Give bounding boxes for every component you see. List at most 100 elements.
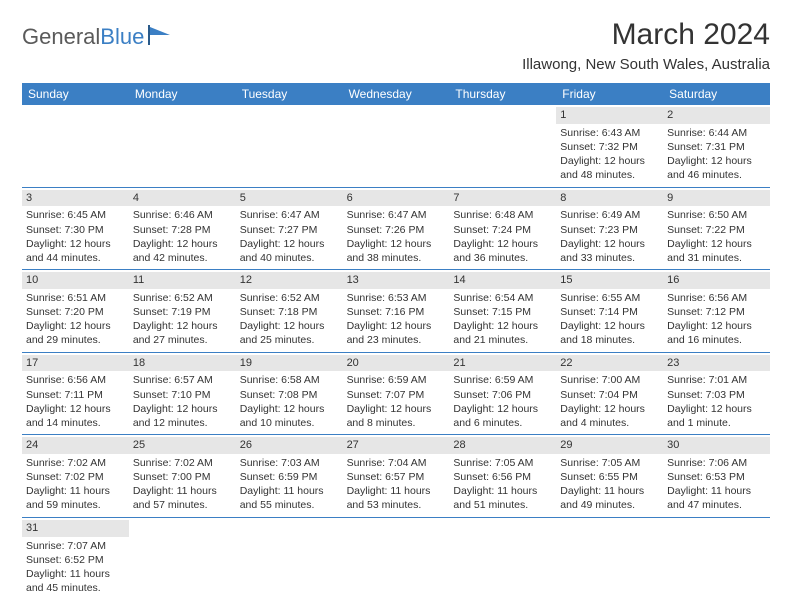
- sunrise-line: Sunrise: 7:02 AM: [133, 456, 232, 470]
- day-number-row: 10: [22, 272, 129, 289]
- sunset-line: Sunset: 7:10 PM: [133, 388, 232, 402]
- day-number-row: 17: [22, 355, 129, 372]
- sunset-line: Sunset: 7:18 PM: [240, 305, 339, 319]
- calendar-cell: [663, 518, 770, 600]
- day-number-row: 23: [663, 355, 770, 372]
- day-header-cell: Tuesday: [236, 83, 343, 105]
- day-number-row: 18: [129, 355, 236, 372]
- week-row: 24Sunrise: 7:02 AMSunset: 7:02 PMDayligh…: [22, 435, 770, 518]
- day-number-row: 16: [663, 272, 770, 289]
- sunrise-line: Sunrise: 6:57 AM: [133, 373, 232, 387]
- sunrise-line: Sunrise: 6:48 AM: [453, 208, 552, 222]
- daylight-line: Daylight: 12 hours and 38 minutes.: [347, 237, 446, 265]
- day-header-cell: Saturday: [663, 83, 770, 105]
- sunset-line: Sunset: 7:24 PM: [453, 223, 552, 237]
- day-number: 7: [453, 192, 459, 204]
- day-number-row: 19: [236, 355, 343, 372]
- day-number: 25: [133, 439, 145, 451]
- sunset-line: Sunset: 7:30 PM: [26, 223, 125, 237]
- day-header-cell: Sunday: [22, 83, 129, 105]
- day-number: 15: [560, 274, 572, 286]
- sunrise-line: Sunrise: 6:58 AM: [240, 373, 339, 387]
- day-number-row: 8: [556, 190, 663, 207]
- day-number: 9: [667, 192, 673, 204]
- sunset-line: Sunset: 7:32 PM: [560, 140, 659, 154]
- calendar-cell: [343, 518, 450, 600]
- sunrise-line: Sunrise: 6:52 AM: [240, 291, 339, 305]
- calendar-cell: 17Sunrise: 6:56 AMSunset: 7:11 PMDayligh…: [22, 353, 129, 435]
- sunset-line: Sunset: 7:03 PM: [667, 388, 766, 402]
- calendar-cell: 11Sunrise: 6:52 AMSunset: 7:19 PMDayligh…: [129, 270, 236, 352]
- sunset-line: Sunset: 7:20 PM: [26, 305, 125, 319]
- daylight-line: Daylight: 11 hours and 45 minutes.: [26, 567, 125, 595]
- daylight-line: Daylight: 11 hours and 53 minutes.: [347, 484, 446, 512]
- calendar-cell: 7Sunrise: 6:48 AMSunset: 7:24 PMDaylight…: [449, 188, 556, 270]
- calendar-cell: [449, 518, 556, 600]
- calendar-cell: 22Sunrise: 7:00 AMSunset: 7:04 PMDayligh…: [556, 353, 663, 435]
- sunrise-line: Sunrise: 6:55 AM: [560, 291, 659, 305]
- day-number: 24: [26, 439, 38, 451]
- sunset-line: Sunset: 7:15 PM: [453, 305, 552, 319]
- day-number-row: 25: [129, 437, 236, 454]
- daylight-line: Daylight: 11 hours and 55 minutes.: [240, 484, 339, 512]
- logo-text-2: Blue: [100, 24, 144, 49]
- sunrise-line: Sunrise: 7:03 AM: [240, 456, 339, 470]
- flag-icon: [148, 25, 174, 50]
- week-row: 31 Sunrise: 7:07 AMSunset: 6:52 PMDayligh…: [22, 518, 770, 600]
- day-number-row: 6: [343, 190, 450, 207]
- day-number-row: 28: [449, 437, 556, 454]
- day-number-row: 31: [22, 520, 129, 537]
- day-number-row: 20: [343, 355, 450, 372]
- day-number-row: 21: [449, 355, 556, 372]
- daylight-line: Daylight: 12 hours and 33 minutes.: [560, 237, 659, 265]
- day-number-row: 27: [343, 437, 450, 454]
- day-number: 5: [240, 192, 246, 204]
- calendar-cell: 10Sunrise: 6:51 AMSunset: 7:20 PMDayligh…: [22, 270, 129, 352]
- day-header-row: SundayMondayTuesdayWednesdayThursdayFrid…: [22, 83, 770, 105]
- calendar-cell: 3Sunrise: 6:45 AMSunset: 7:30 PMDaylight…: [22, 188, 129, 270]
- sunset-line: Sunset: 7:23 PM: [560, 223, 659, 237]
- sunset-line: Sunset: 7:31 PM: [667, 140, 766, 154]
- week-row: 1Sunrise: 6:43 AMSunset: 7:32 PMDaylight…: [22, 105, 770, 188]
- sunset-line: Sunset: 6:55 PM: [560, 470, 659, 484]
- calendar-cell: 20Sunrise: 6:59 AMSunset: 7:07 PMDayligh…: [343, 353, 450, 435]
- daylight-line: Daylight: 11 hours and 49 minutes.: [560, 484, 659, 512]
- daylight-line: Daylight: 12 hours and 40 minutes.: [240, 237, 339, 265]
- calendar-cell: [236, 518, 343, 600]
- calendar-cell: 4Sunrise: 6:46 AMSunset: 7:28 PMDaylight…: [129, 188, 236, 270]
- sunset-line: Sunset: 7:06 PM: [453, 388, 552, 402]
- day-number: 31: [26, 522, 38, 534]
- daylight-line: Daylight: 12 hours and 46 minutes.: [667, 154, 766, 182]
- calendar-cell: 2Sunrise: 6:44 AMSunset: 7:31 PMDaylight…: [663, 105, 770, 187]
- day-number: 29: [560, 439, 572, 451]
- day-number: 10: [26, 274, 38, 286]
- day-number-row: 30: [663, 437, 770, 454]
- sunrise-line: Sunrise: 6:51 AM: [26, 291, 125, 305]
- sunrise-line: Sunrise: 7:01 AM: [667, 373, 766, 387]
- day-header-cell: Monday: [129, 83, 236, 105]
- sunrise-line: Sunrise: 7:04 AM: [347, 456, 446, 470]
- day-header-cell: Friday: [556, 83, 663, 105]
- daylight-line: Daylight: 12 hours and 31 minutes.: [667, 237, 766, 265]
- day-number-row: 5: [236, 190, 343, 207]
- day-number: 3: [26, 192, 32, 204]
- sunrise-line: Sunrise: 6:53 AM: [347, 291, 446, 305]
- week-row: 10 Sunrise: 6:51 AMSunset: 7:20 PM Dayligh…: [22, 270, 770, 353]
- sunset-line: Sunset: 6:53 PM: [667, 470, 766, 484]
- day-number: 22: [560, 357, 572, 369]
- calendar-cell: 9Sunrise: 6:50 AMSunset: 7:22 PMDaylight…: [663, 188, 770, 270]
- calendar-cell: 31 Sunrise: 7:07 AMSunset: 6:52 PMDayligh…: [22, 518, 129, 600]
- daylight-line: Daylight: 12 hours and 16 minutes.: [667, 319, 766, 347]
- sunrise-line: Sunrise: 6:45 AM: [26, 208, 125, 222]
- header: GeneralBlue March 2024 Illawong, New Sou…: [22, 18, 770, 73]
- sunrise-line: Sunrise: 6:47 AM: [347, 208, 446, 222]
- sunset-line: Sunset: 7:08 PM: [240, 388, 339, 402]
- day-number: 28: [453, 439, 465, 451]
- sunrise-line: Sunrise: 7:07 AM: [26, 539, 125, 553]
- sunset-line: Sunset: 7:00 PM: [133, 470, 232, 484]
- calendar-cell: 25Sunrise: 7:02 AMSunset: 7:00 PMDayligh…: [129, 435, 236, 517]
- sunset-line: Sunset: 6:52 PM: [26, 553, 125, 567]
- calendar-cell: 27Sunrise: 7:04 AMSunset: 6:57 PMDayligh…: [343, 435, 450, 517]
- daylight-line: Daylight: 11 hours and 59 minutes.: [26, 484, 125, 512]
- day-header-cell: Wednesday: [343, 83, 450, 105]
